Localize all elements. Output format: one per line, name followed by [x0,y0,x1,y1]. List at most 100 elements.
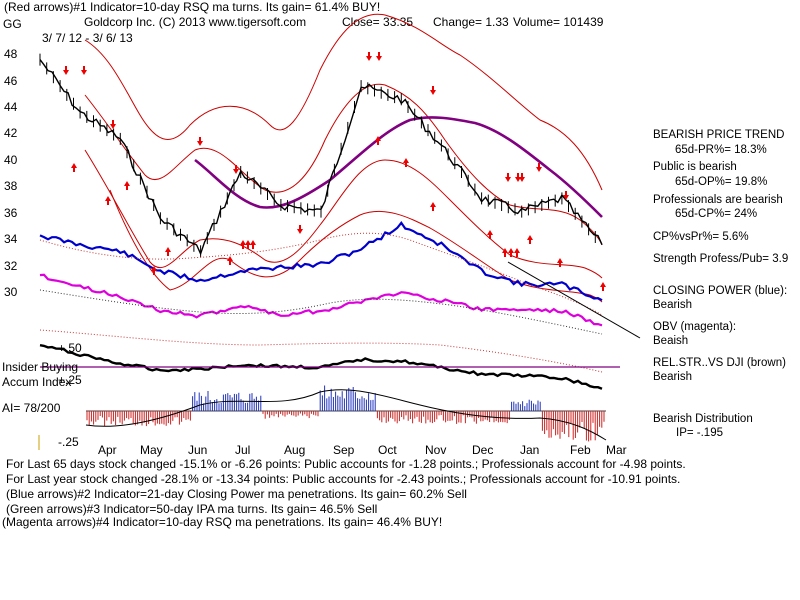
red-down-arrow [297,225,303,234]
red-up-arrow [600,282,606,291]
accum-index-bars [86,385,605,442]
op-value: 65d-OP%= 19.8% [675,176,767,188]
accum-tick-minus25: -.25 [58,435,79,449]
x-tick-label: Jun [188,443,207,457]
change-value: Change= 1.33 [433,15,509,29]
x-tick-label: Jan [520,443,539,457]
footer-year-line: For Last year stock changed -28.1% or -1… [6,472,680,486]
professionals-status: Professionals are bearish [653,194,783,206]
red-down-arrow [366,52,372,61]
x-tick-label: Nov [425,443,446,457]
red-down-arrow [505,173,511,182]
red-up-arrow [375,136,381,145]
closing-power-line [39,220,603,302]
y-tick-label: 42 [4,126,18,140]
red-down-arrow [81,66,87,75]
accum-tick-plus50: +.50 [58,341,82,355]
x-tick-label: Jul [235,443,250,457]
price-bars [39,53,596,258]
x-axis: Apr May Jun Jul Aug Sep Oct Nov Dec Jan … [98,443,627,457]
y-tick-label: 30 [4,285,18,299]
x-tick-label: May [140,443,163,457]
accum-ma-line [85,389,607,441]
closing-power-label: CLOSING POWER (blue): [653,285,787,297]
red-down-arrow [430,86,436,95]
red-up-arrow [245,240,251,249]
x-tick-label: Sep [333,443,355,457]
obv-label: OBV (magenta): [653,321,736,333]
y-tick-label: 36 [4,206,18,220]
footer: For Last 65 days stock changed -15.1% or… [2,457,686,529]
x-tick-label: Apr [98,443,117,457]
purple-moving-average [194,116,603,218]
red-up-arrow [71,163,77,172]
lower-inner-band-line [84,149,603,279]
envelope-bands [84,13,603,303]
y-tick-label: 48 [4,47,18,61]
relstr-label: REL.STR..VS DJI (brown) [653,357,786,369]
footer-65day-line: For Last 65 days stock changed -15.1% or… [6,457,686,471]
x-tick-label: Dec [472,443,493,457]
red-up-arrow [124,181,130,190]
signal-arrows [63,52,606,291]
x-tick-label: Aug [284,443,305,457]
red-up-arrow [487,230,493,239]
red-down-arrow [519,173,525,182]
footer-magenta-arrows: (Magenta arrows)#4 Indicator=10-day RSQ … [2,515,442,529]
red-down-arrow [563,191,569,200]
red-up-arrow [430,202,436,211]
y-tick-label: 38 [4,179,18,193]
obv-line [39,273,603,327]
closing-power-ma-dotted [39,232,603,316]
close-value: Close= 33.35 [342,15,413,29]
y-tick-label: 40 [4,153,18,167]
cp-vs-pr: CP%vsPr%= 5.6% [653,231,749,243]
obv-ma-dotted [39,289,603,335]
public-status: Public is bearish [653,161,737,173]
red-up-arrow [557,258,563,267]
relstr-status: Bearish [653,371,692,383]
footer-green-arrows: (Green arrows)#3 Indicator=50-day IPA ma… [6,502,377,516]
red-down-arrow [376,52,382,61]
y-tick-label: 46 [4,74,18,88]
right-panel: BEARISH PRICE TREND 65d-PR%= 18.3% Publi… [653,129,788,439]
ai-score: AI= 78/200 [2,401,61,415]
obv-status: Beaish [653,335,688,347]
x-tick-label: Feb [570,443,591,457]
red-up-arrow [151,266,157,275]
upper-inner-band-line [84,83,603,246]
red-down-arrow [515,173,521,182]
red-down-arrow [63,66,69,75]
accum-index-label: Accum Index [2,375,71,389]
red-down-arrow [197,137,203,146]
red-up-arrow [502,248,508,257]
x-tick-label: Oct [378,443,397,457]
relative-strength-ma-dotted [39,329,603,373]
closing-power-status: Bearish [653,299,692,311]
accum-tick-plus25: +.25 [58,373,82,387]
red-up-arrow [227,256,233,265]
y-tick-label: 44 [4,100,18,114]
trend-title: BEARISH PRICE TREND [653,129,784,141]
red-up-arrow [527,235,533,244]
strength-ratio: Strength Profess/Pub= 3.9 [653,253,788,265]
bearish-trendline [507,261,641,339]
y-tick-label: 34 [4,232,18,246]
red-up-arrow [165,247,171,256]
red-up-arrow [403,158,409,167]
upper-band-line [84,13,603,191]
red-down-arrow [110,120,116,129]
red-up-arrow [105,196,111,205]
red-down-arrow [233,165,239,174]
cp-value: 65d-CP%= 24% [675,208,757,220]
ticker-symbol: GG [3,17,22,31]
y-tick-label: 32 [4,259,18,273]
ip-value: IP= -.195 [676,427,723,439]
red-up-arrow [508,248,514,257]
date-range: 3/ 7/ 12 - 3/ 6/ 13 [42,31,133,45]
x-tick-label: Mar [606,443,627,457]
red-up-arrow [514,248,520,257]
y-axis: 48 46 44 42 40 38 36 34 32 30 [4,47,18,299]
